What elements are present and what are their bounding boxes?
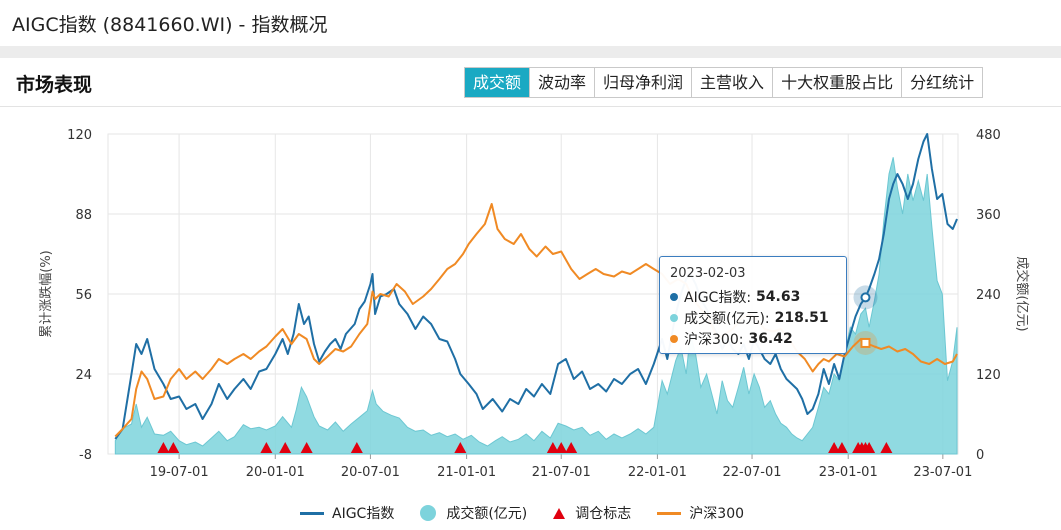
tab-turnover[interactable]: 成交额 [465, 68, 530, 97]
rebalance-marker [835, 442, 848, 453]
x-tick-label: 20-01-01 [246, 465, 305, 480]
tab-top10-weight[interactable]: 十大权重股占比 [772, 68, 902, 97]
x-tick-label: 21-07-01 [532, 465, 591, 480]
tooltip-value-aigc: 54.63 [756, 289, 801, 305]
separator-band [0, 46, 1061, 58]
x-tick-label: 20-07-01 [341, 465, 400, 480]
x-tick-label: 23-01-01 [819, 465, 878, 480]
chart-legend: AIGC指数 成交额(亿元) 调仓标志 沪深300 [300, 503, 770, 523]
x-tick-label: 22-01-01 [628, 465, 687, 480]
x-tick-label: 23-07-01 [913, 465, 972, 480]
section-title: 市场表现 [16, 74, 93, 96]
y2-axis-title: 成交额(亿元) [1014, 256, 1030, 331]
tooltip-label-aigc: AIGC指数: [684, 290, 752, 306]
x-tick-label: 21-01-01 [437, 465, 496, 480]
rebalance-marker [565, 442, 578, 453]
rebalance-marker [300, 442, 313, 453]
chart-tooltip: 2023-02-03 AIGC指数: 54.63 成交额(亿元): 218.51… [659, 256, 847, 354]
market-performance-chart[interactable]: -8 0 24 120 56 240 88 360 120 480 19-07-01 20-01-01… [0, 110, 1061, 498]
rebalance-marker [880, 442, 893, 453]
tab-main-revenue[interactable]: 主营收入 [691, 68, 773, 97]
y2-tick-label: 0 [976, 448, 984, 463]
tooltip-dot-aigc [670, 293, 678, 301]
legend-label-rebalance: 调仓标志 [575, 506, 632, 522]
legend-item-aigc[interactable]: AIGC指数 [300, 503, 394, 523]
legend-swatch-turnover [420, 505, 437, 521]
y-tick-label: 88 [75, 208, 92, 223]
rebalance-marker [454, 442, 467, 453]
legend-label-turnover: 成交额(亿元) [446, 506, 528, 522]
tab-volatility[interactable]: 波动率 [529, 68, 595, 97]
tab-dividend-stats[interactable]: 分红统计 [901, 68, 983, 97]
page-title: AIGC指数 (8841660.WI) - 指数概况 [12, 14, 328, 36]
tooltip-row-turnover: 成交额(亿元): 218.51 [670, 308, 829, 328]
aigc-index-line [114, 133, 958, 440]
y-tick-label: 24 [75, 368, 92, 383]
divider [0, 106, 1061, 107]
tooltip-label-hs300: 沪深300: [684, 332, 744, 348]
tooltip-dot-hs300 [670, 335, 678, 343]
turnover-area [114, 157, 958, 455]
legend-item-rebalance[interactable]: 调仓标志 [553, 503, 631, 523]
legend-label-aigc: AIGC指数 [332, 506, 395, 522]
y-tick-label: 56 [75, 288, 92, 303]
y-axis-title: 累计涨跌幅(%) [38, 250, 54, 338]
tooltip-value-hs300: 36.42 [748, 331, 793, 347]
title-bar: AIGC指数 (8841660.WI) - 指数概况 [0, 0, 1061, 46]
hs300-highlight-point [860, 337, 871, 348]
legend-item-hs300[interactable]: 沪深300 [657, 503, 744, 523]
y2-tick-label: 360 [976, 208, 1001, 223]
rebalance-marker [167, 442, 180, 453]
hs300-line [114, 203, 958, 438]
y2-tick-label: 240 [976, 288, 1001, 303]
rebalance-marker [555, 442, 568, 453]
legend-swatch-aigc [300, 511, 324, 515]
x-tick-label: 22-07-01 [723, 465, 782, 480]
y2-tick-label: 480 [976, 128, 1001, 143]
legend-label-hs300: 沪深300 [689, 506, 745, 522]
y-tick-label: -8 [79, 448, 92, 463]
legend-swatch-hs300 [657, 511, 682, 515]
tooltip-row-aigc: AIGC指数: 54.63 [670, 287, 800, 307]
tooltip-value-turnover: 218.51 [774, 310, 829, 326]
rebalance-marker [863, 442, 876, 453]
x-tick-label: 19-07-01 [150, 465, 209, 480]
rebalance-marker [157, 442, 170, 453]
metric-tabs: 成交额 波动率 归母净利润 主营收入 十大权重股占比 分红统计 [464, 67, 984, 98]
rebalance-marker [350, 442, 363, 453]
y2-tick-label: 120 [976, 368, 1001, 383]
tooltip-label-turnover: 成交额(亿元): [684, 311, 770, 327]
tooltip-dot-turnover [670, 314, 678, 322]
tooltip-row-hs300: 沪深300: 36.42 [670, 329, 793, 349]
rebalance-marker [828, 442, 841, 453]
legend-swatch-rebalance [553, 507, 566, 519]
rebalance-marker [260, 442, 273, 453]
y-tick-label: 120 [67, 128, 92, 143]
tooltip-date: 2023-02-03 [670, 266, 746, 281]
tab-net-profit[interactable]: 归母净利润 [594, 68, 692, 97]
rebalance-marker [546, 442, 559, 453]
aigc-highlight-point [860, 292, 871, 303]
rebalance-marker [279, 442, 292, 453]
legend-item-turnover[interactable]: 成交额(亿元) [420, 503, 527, 523]
